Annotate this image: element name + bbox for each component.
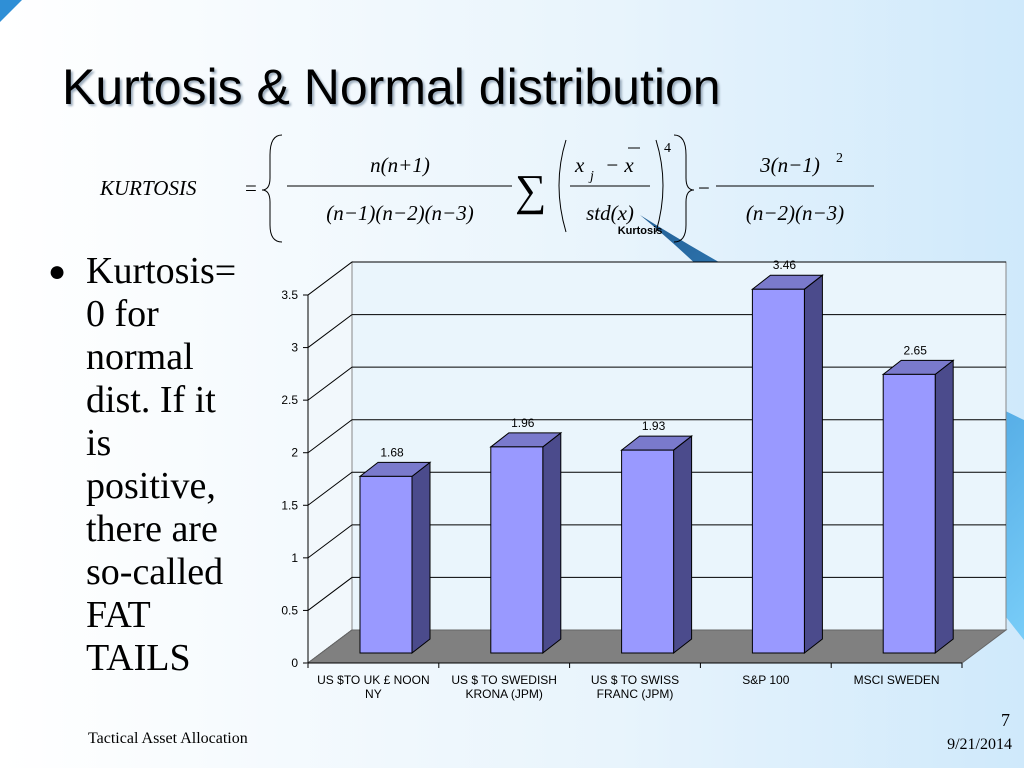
bar-front xyxy=(621,449,675,654)
x-tick-label: US $ TO SWISS FRANC (JPM) xyxy=(590,673,680,701)
bullet-dot: ● xyxy=(48,255,67,288)
bullet-line: 0 for xyxy=(86,293,159,335)
bullet-line: positive, xyxy=(86,465,216,507)
f-minus: − xyxy=(698,176,710,200)
page-number: 7 xyxy=(1001,710,1010,730)
grid-line xyxy=(307,261,1006,296)
bar-side xyxy=(673,435,693,655)
brace xyxy=(673,134,695,243)
footer-left: Tactical Asset Allocation xyxy=(88,730,248,747)
bar-front xyxy=(490,446,544,654)
bar-front xyxy=(359,475,413,654)
bullet-line: TAILS xyxy=(86,637,191,679)
f-pow: 4 xyxy=(664,141,671,156)
paren xyxy=(558,139,567,233)
bar xyxy=(358,461,432,655)
bullet-line: so-called xyxy=(86,551,224,593)
y-tick-label: 2.5 xyxy=(281,393,298,407)
value-label: 2.65 xyxy=(904,343,928,357)
slide-title: Kurtosis & Normal distribution xyxy=(62,59,721,115)
y-tick-label: 0 xyxy=(291,656,298,670)
bar-side xyxy=(934,359,954,655)
bar-side xyxy=(803,274,823,655)
bullet-line: there are xyxy=(86,508,218,550)
f-pow2: 2 xyxy=(836,151,843,166)
y-tick-label: 0.5 xyxy=(281,603,298,617)
f-den2: std(x) xyxy=(586,201,634,225)
f-lhs: KURTOSIS xyxy=(99,176,197,200)
f-den1: (n−1)(n−2)(n−3) xyxy=(326,201,473,225)
y-tick-label: 2 xyxy=(291,446,298,460)
f-num2: x xyxy=(574,153,585,177)
f-sub: j xyxy=(588,169,594,184)
formula: KURTOSIS = n(n+1) (n−1)(n−2)(n−3) ∑ x j … xyxy=(99,134,874,243)
f-eq: = xyxy=(245,176,257,200)
x-tick-label: US $ TO SWEDISH KRONA (JPM) xyxy=(451,673,557,701)
bar xyxy=(489,431,563,655)
bullet-line: dist. If it xyxy=(86,379,216,421)
y-tick-label: 3.5 xyxy=(281,288,298,302)
f-num1: n(n+1) xyxy=(370,153,430,177)
f-num3: 3(n−1) xyxy=(759,153,820,177)
value-label: 3.46 xyxy=(773,258,797,272)
y-tick-label: 3 xyxy=(291,341,298,355)
corner xyxy=(0,0,22,22)
bar-front xyxy=(882,373,936,654)
value-label: 1.93 xyxy=(642,419,666,433)
back-wall-top xyxy=(352,258,1006,262)
footer-date: 9/21/2014 xyxy=(947,736,1012,753)
f-sum: ∑ xyxy=(515,166,546,215)
bar-side xyxy=(411,461,431,655)
y-tick-label: 1 xyxy=(291,551,298,565)
x-tick-label: US $TO UK £ NOON NY xyxy=(317,673,430,701)
bullet-line: Kurtosis= xyxy=(86,250,237,292)
value-label: 1.68 xyxy=(380,445,404,459)
x-tick-label: MSCI SWEDEN xyxy=(853,673,940,687)
brace xyxy=(261,134,283,243)
bullet-line: normal xyxy=(86,336,194,378)
f-minusx: − x xyxy=(605,153,634,177)
bar-front xyxy=(751,288,805,654)
bullet-line: is xyxy=(86,422,112,464)
x-tick-label: S&P 100 xyxy=(742,673,790,687)
bullet-line: FAT xyxy=(86,594,151,636)
f-den3: (n−2)(n−3) xyxy=(746,201,844,225)
y-tick-label: 1.5 xyxy=(281,498,298,512)
bar xyxy=(750,274,824,655)
bar xyxy=(620,435,694,655)
paren xyxy=(655,139,664,233)
side-wall xyxy=(307,261,353,664)
chart-title: Kurtosis xyxy=(618,225,663,237)
bar xyxy=(881,359,955,655)
value-label: 1.96 xyxy=(511,416,535,430)
bullet-text: Kurtosis= 0 for normal dist. If it is positiv… xyxy=(86,250,236,680)
bar-side xyxy=(542,431,562,655)
